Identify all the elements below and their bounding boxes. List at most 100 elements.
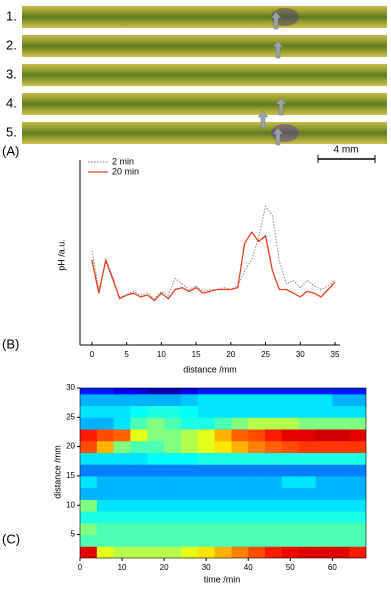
heat-cell [80, 417, 98, 430]
heat-cell [180, 405, 199, 418]
heat-cell [248, 475, 266, 489]
heat-cell [113, 546, 131, 558]
heat-cell [197, 487, 216, 500]
y-tick-label: 5 [71, 530, 76, 539]
heat-cell [96, 440, 115, 453]
y-tick-label: 20 [66, 442, 75, 451]
heat-cell [231, 429, 249, 442]
heat-cell [80, 522, 98, 536]
heat-cell [265, 487, 283, 500]
heat-cell [80, 534, 98, 547]
heat-cell [231, 546, 249, 558]
heat-cell [130, 534, 148, 547]
heat-cell [197, 534, 216, 547]
heat-cell [281, 417, 300, 430]
heat-cell [113, 393, 131, 407]
x-tick-label: 5 [124, 350, 129, 359]
heat-cell [130, 522, 148, 536]
heat-cell [96, 546, 115, 558]
heat-cell [180, 452, 199, 465]
heat-cell [130, 405, 148, 418]
heat-cell [231, 417, 249, 430]
heat-cell [315, 405, 333, 418]
heat-cell [265, 499, 283, 512]
heat-cell [214, 499, 232, 512]
heat-cell [332, 546, 350, 558]
heat-cell [147, 393, 165, 407]
heat-cell [214, 405, 232, 418]
heat-cell [332, 429, 350, 442]
heat-cell [197, 429, 216, 442]
heat-cell [147, 464, 165, 477]
heat-cell [197, 405, 216, 418]
heat-cell [315, 534, 333, 547]
heat-cell [231, 388, 249, 395]
heat-cell [164, 452, 182, 465]
heat-cell [265, 522, 283, 536]
heat-cell [197, 388, 216, 395]
heat-cell [147, 511, 165, 524]
heat-cell [214, 417, 232, 430]
heat-cell [265, 534, 283, 547]
x-tick-label: 30 [202, 563, 211, 572]
series-line [91, 205, 336, 300]
heat-cell [248, 546, 266, 558]
heat-cell [298, 405, 317, 418]
heat-cell [315, 440, 333, 453]
x-tick-label: 35 [331, 350, 340, 359]
heat-cell [349, 429, 366, 442]
heat-cell [96, 534, 115, 547]
heat-cell [265, 393, 283, 407]
x-tick-label: 20 [160, 563, 169, 572]
heat-cell [147, 388, 165, 395]
strip-label: 4. [6, 95, 17, 110]
heat-cell [349, 464, 366, 477]
heat-cell [332, 499, 350, 512]
heat-cell [298, 546, 317, 558]
heat-cell [265, 429, 283, 442]
heat-cell [113, 522, 131, 536]
heat-cell [180, 429, 199, 442]
heat-cell [248, 417, 266, 430]
heat-cell [147, 429, 165, 442]
heat-cell [231, 475, 249, 489]
heat-cell [96, 388, 115, 395]
heat-cell [113, 511, 131, 524]
heat-cell [332, 464, 350, 477]
heat-cell [96, 452, 115, 465]
heat-cell [315, 393, 333, 407]
heat-cell [197, 475, 216, 489]
heat-cell [180, 546, 199, 558]
heat-cell [147, 534, 165, 547]
x-tick-label: 60 [328, 563, 337, 572]
heat-cell [281, 440, 300, 453]
heat-cell [80, 452, 98, 465]
heat-cell [130, 429, 148, 442]
heat-cell [281, 429, 300, 442]
heat-cell [315, 452, 333, 465]
heat-cell [332, 475, 350, 489]
heat-cell [298, 388, 317, 395]
x-tick-label: 10 [118, 563, 127, 572]
heat-cell [265, 475, 283, 489]
heat-cell [96, 475, 115, 489]
heat-cell [164, 417, 182, 430]
heat-cell [113, 534, 131, 547]
heat-cell [281, 534, 300, 547]
heat-cell [315, 487, 333, 500]
heat-cell [298, 429, 317, 442]
heat-cell [164, 440, 182, 453]
strip-image [22, 93, 387, 115]
heat-cell [164, 511, 182, 524]
heat-cell [164, 499, 182, 512]
heat-cell [298, 464, 317, 477]
arrows [257, 11, 287, 146]
heat-cell [197, 522, 216, 536]
heat-cell [281, 464, 300, 477]
heat-cell [164, 487, 182, 500]
heat-cell [147, 546, 165, 558]
x-tick-label: 0 [78, 563, 83, 572]
heat-cell [332, 522, 350, 536]
heat-cell [113, 487, 131, 500]
heat-cell [113, 440, 131, 453]
